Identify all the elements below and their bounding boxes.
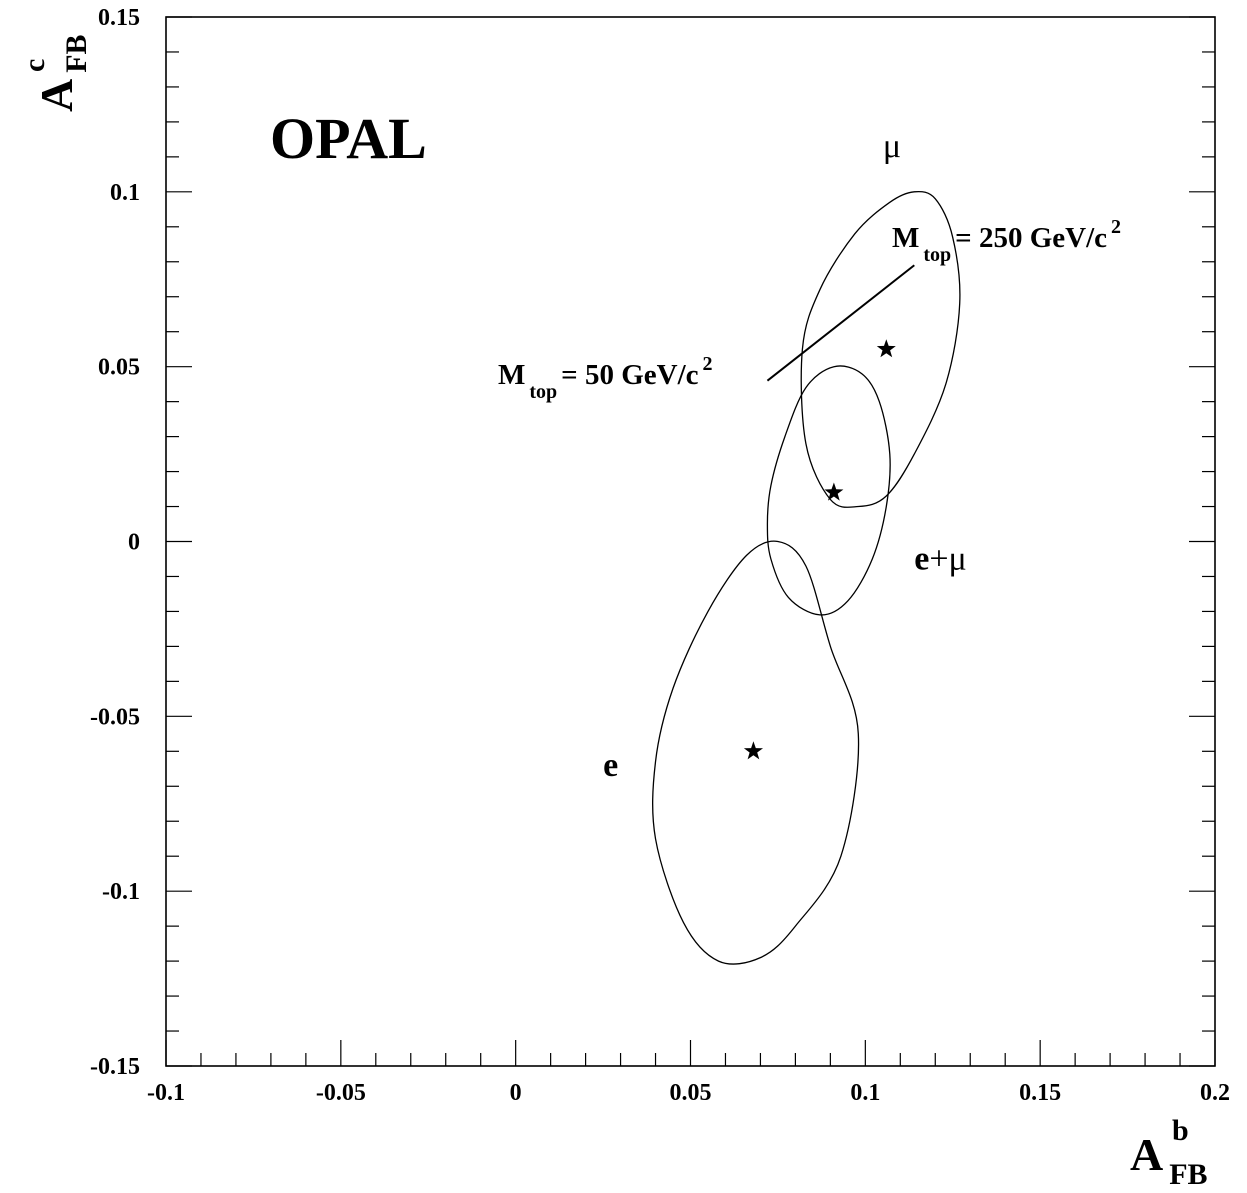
y-axis-title-text: A FB xyxy=(31,34,93,112)
y-tick-label: -0.05 xyxy=(90,704,140,730)
y-axis-title: A FB c xyxy=(18,34,93,112)
star-marker-e xyxy=(743,741,763,760)
y-tick-label: -0.15 xyxy=(90,1054,140,1080)
mtop-low-sup: 2 xyxy=(703,353,713,375)
x-tick-label: 0.2 xyxy=(1200,1080,1230,1106)
y-axis-title-sub: FB xyxy=(60,34,93,72)
x-tick-labels: -0.1 -0.05 0 0.05 0.1 0.15 0.2 xyxy=(147,1080,1230,1106)
x-tick-label: -0.05 xyxy=(316,1080,366,1106)
series-label-e-plus-mu: e+μ xyxy=(914,540,967,577)
mtop-high-main: M xyxy=(892,222,919,254)
series-label-part: +μ xyxy=(929,540,966,577)
mtop-label-high: M top = 250 GeV/c 2 xyxy=(892,216,1121,266)
contour-mu xyxy=(800,190,961,508)
series-label-mu: μ xyxy=(883,128,901,165)
mtop-label-low: M top = 50 GeV/c 2 xyxy=(498,353,713,403)
y-tick-label: 0.15 xyxy=(98,5,140,31)
mtop-line xyxy=(766,264,915,382)
y-tick-label: 0 xyxy=(128,530,140,556)
mtop-curve xyxy=(766,264,915,382)
series-label-e: e xyxy=(603,747,618,784)
mtop-low-rest: = 50 GeV/c xyxy=(561,359,698,391)
contours: ee+μμ xyxy=(603,128,967,965)
x-axis-title-sup: b xyxy=(1172,1114,1189,1147)
mtop-high-sub: top xyxy=(923,244,951,266)
y-tick-label: -0.1 xyxy=(102,879,140,905)
y-axis-title-sup: c xyxy=(18,59,51,72)
star-marker-mu xyxy=(876,339,896,358)
x-tick-label: 0.1 xyxy=(850,1080,880,1106)
contour-e xyxy=(652,540,860,965)
x-axis-title: A FB xyxy=(1130,1129,1208,1191)
contour-e-plus-mu xyxy=(766,365,891,616)
mtop-high-sup: 2 xyxy=(1111,216,1121,238)
x-axis-title-main: A xyxy=(1130,1129,1163,1180)
y-axis-title-main: A xyxy=(31,79,82,112)
axis-ticks xyxy=(165,16,1216,1067)
y-tick-label: 0.05 xyxy=(98,355,140,381)
y-tick-label: 0.1 xyxy=(110,180,140,206)
mtop-high-rest: = 250 GeV/c xyxy=(955,222,1107,254)
series-label-part: e xyxy=(603,747,618,784)
x-tick-label: 0.15 xyxy=(1019,1080,1061,1106)
x-tick-label: 0 xyxy=(510,1080,522,1106)
mtop-low-main: M xyxy=(498,359,525,391)
x-axis-title-sub: FB xyxy=(1169,1158,1207,1191)
plot-frame xyxy=(165,16,1216,1067)
experiment-label: OPAL xyxy=(270,106,427,171)
series-label-part: μ xyxy=(883,128,901,165)
x-tick-label: -0.1 xyxy=(147,1080,185,1106)
series-label-part: e xyxy=(914,540,929,577)
y-tick-labels: -0.15 -0.1 -0.05 0 0.05 0.1 0.15 xyxy=(90,5,140,1080)
mtop-low-sub: top xyxy=(529,381,557,403)
star-marker-e-plus-mu xyxy=(824,482,844,501)
x-tick-label: 0.05 xyxy=(670,1080,712,1106)
